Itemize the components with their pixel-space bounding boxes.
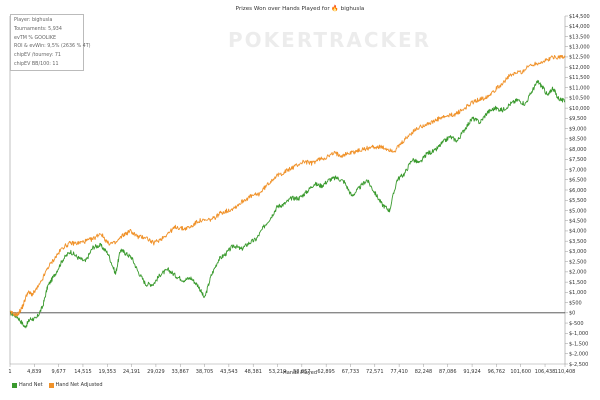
- legend-item-hand-net-adjusted[interactable]: Hand Net Adjusted: [48, 382, 103, 388]
- x-tick-label: 67,733: [342, 369, 360, 375]
- pokertracker-watermark: POKERTRACKER: [228, 28, 432, 52]
- legend-label-hand-net-adjusted: Hand Net Adjusted: [55, 382, 103, 388]
- y-tick-label: $9,500: [569, 116, 587, 122]
- legend-swatch-green: [12, 382, 17, 388]
- y-tick-label: $13,000: [569, 45, 590, 51]
- x-tick-label: 106,438: [535, 369, 556, 375]
- y-tick-label: $7,500: [569, 157, 587, 163]
- y-tick-label: $1,500: [569, 280, 587, 286]
- x-tick-label: 9,677: [51, 369, 65, 375]
- x-tick-label: 29,029: [147, 369, 165, 375]
- y-tick-label: $11,000: [569, 85, 590, 91]
- x-tick-label: 62,895: [317, 369, 335, 375]
- x-tick-label: 110,408: [555, 369, 576, 375]
- y-tick-label: $14,500: [569, 14, 590, 20]
- stat-tournaments: Tournaments: 5,934: [14, 26, 62, 32]
- chart-legend: Hand Net Hand Net Adjusted: [12, 382, 109, 388]
- legend-swatch-orange: [48, 382, 54, 388]
- stat-chipev-bb: chipEV BB/100: 11: [14, 61, 59, 67]
- flame-icon: 🔥: [331, 5, 339, 12]
- y-tick-label: $10,000: [569, 106, 590, 112]
- x-tick-label: 77,410: [390, 369, 408, 375]
- y-tick-label: $10,500: [569, 96, 590, 102]
- x-tick-label: 14,515: [74, 369, 92, 375]
- y-tick-label: $7,000: [569, 167, 587, 173]
- y-tick-label: $500: [569, 300, 582, 306]
- y-tick-label: $9,000: [569, 126, 587, 132]
- y-tick-label: $11,500: [569, 75, 590, 81]
- y-tick-label: $0: [569, 311, 575, 317]
- y-tick-label: $-1,000: [569, 331, 588, 337]
- x-tick-label: 33,867: [171, 369, 189, 375]
- y-tick-label: $3,000: [569, 249, 587, 255]
- x-tick-label: 4,839: [27, 369, 41, 375]
- x-tick-label: 53,219: [269, 369, 287, 375]
- y-tick-label: $4,500: [569, 219, 587, 225]
- y-tick-label: $6,000: [569, 188, 587, 194]
- series-line-hand-net: [9, 79, 566, 329]
- y-tick-label: $4,000: [569, 229, 587, 235]
- x-tick-label: 91,924: [463, 369, 481, 375]
- x-tick-label: 19,353: [99, 369, 117, 375]
- y-tick-label: $8,000: [569, 147, 587, 153]
- y-tick-label: $5,500: [569, 198, 587, 204]
- stat-player: Player: bighusla: [14, 18, 53, 23]
- legend-label-hand-net: Hand Net: [19, 382, 43, 388]
- x-axis-label: Hands Played: [282, 370, 318, 376]
- x-tick-label: 38,705: [196, 369, 214, 375]
- y-tick-label: $6,500: [569, 178, 587, 184]
- x-tick-label: 1: [8, 369, 11, 375]
- x-tick-label: 48,381: [244, 369, 262, 375]
- y-tick-label: $13,500: [569, 34, 590, 40]
- chart-ticks: $14,500 $14,000 $13,500 $13,000 $12,500 $12,0…: [8, 14, 589, 375]
- y-tick-label: $12,500: [569, 55, 590, 61]
- y-tick-label: $-500: [569, 321, 584, 327]
- y-tick-label: $8,500: [569, 137, 587, 143]
- x-tick-label: 82,248: [415, 369, 433, 375]
- x-tick-label: 58,057: [293, 369, 311, 375]
- y-tick-label: $2,000: [569, 270, 587, 276]
- stat-chipev-tourney: chipEV /tourney: 71: [14, 53, 61, 59]
- y-tick-label: $-2,500: [569, 362, 588, 368]
- x-tick-label: 43,543: [220, 369, 238, 375]
- stat-evtm: evTM % GOOLIKE: [14, 35, 56, 41]
- y-tick-label: $-2,000: [569, 352, 588, 358]
- chart-title-player: bighusla: [340, 6, 365, 12]
- series-line-hand-net-adjusted: [9, 54, 566, 317]
- chart-axes: [9, 16, 566, 365]
- x-tick-label: 24,191: [123, 369, 141, 375]
- chart-title-text: Prizes Won over Hands Played for: [235, 6, 330, 12]
- x-tick-label: 87,086: [439, 369, 457, 375]
- stat-roi: ROI & evWin: 9,5% (2636 % 4T): [14, 44, 91, 50]
- y-tick-label: $2,500: [569, 259, 587, 265]
- y-tick-label: $14,000: [569, 24, 590, 30]
- y-tick-label: $3,500: [569, 239, 587, 245]
- y-tick-label: $5,000: [569, 208, 587, 214]
- y-tick-label: $12,000: [569, 65, 590, 71]
- x-tick-label: 72,571: [366, 369, 384, 375]
- y-tick-label: $-1,500: [569, 341, 588, 347]
- legend-item-hand-net[interactable]: Hand Net: [12, 382, 43, 388]
- chart-title: Prizes Won over Hands Played for 🔥 bighu…: [0, 5, 600, 12]
- x-tick-label: 101,600: [510, 369, 531, 375]
- stats-panel: Player: bighusla Tournaments: 5,934 evTM…: [10, 14, 91, 71]
- chart-series-layer: [9, 54, 566, 329]
- x-tick-label: 96,762: [488, 369, 506, 375]
- y-tick-label: $1,000: [569, 290, 587, 296]
